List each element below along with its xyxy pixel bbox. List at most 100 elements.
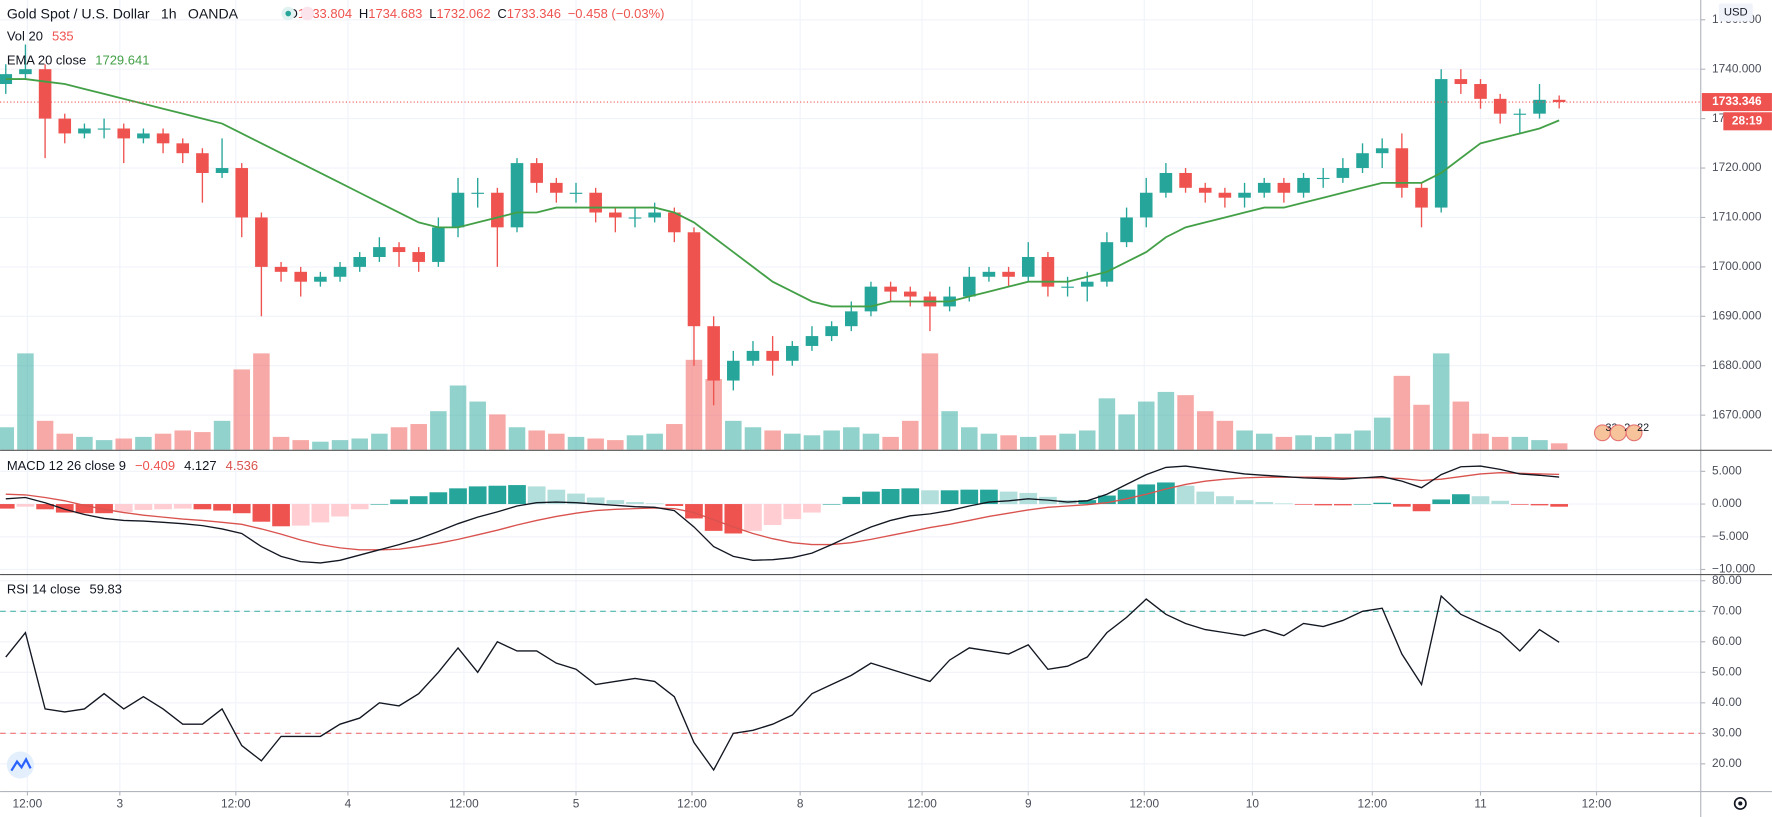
candle-body (1395, 148, 1409, 188)
candle-body (825, 326, 838, 337)
volume-bar (921, 353, 939, 450)
event-icon[interactable] (1625, 424, 1643, 442)
volume-bar (587, 438, 604, 450)
candle-body (727, 360, 740, 381)
volume-bar (1550, 443, 1568, 450)
candle-body (1021, 256, 1035, 277)
macd-histogram-bar (1412, 504, 1431, 512)
candle-body (97, 128, 111, 130)
volume-bar (371, 433, 388, 450)
volume-bar (941, 411, 958, 450)
macd-histogram-bar (429, 492, 448, 505)
macd-histogram-bar (1157, 482, 1175, 505)
candle-body (432, 227, 445, 262)
x-tick-label: 12:00 (1129, 797, 1159, 811)
volume-bar (1236, 430, 1253, 450)
x-tick-label: 12:00 (907, 797, 937, 811)
ema-line (5, 78, 1560, 308)
candle-body (1297, 177, 1310, 193)
candle-body (589, 192, 602, 213)
volume-bar (744, 427, 762, 450)
volume-bar (1295, 435, 1312, 450)
macd-histogram-bar (55, 504, 74, 513)
volume-bar (1314, 436, 1332, 450)
y-tick-label: 1670.000 (1712, 407, 1762, 421)
tradingview-logo[interactable] (6, 751, 34, 779)
candle-body (491, 192, 504, 228)
volume-bar (115, 438, 133, 450)
macd-histogram-bar (586, 497, 605, 505)
volume-bar (213, 420, 231, 450)
volume-bar (528, 430, 545, 450)
macd-histogram-bar (803, 504, 821, 513)
volume-bar (1393, 375, 1411, 450)
event-count[interactable]: 22 (1637, 422, 1649, 434)
y-tick-label: 40.00 (1712, 695, 1742, 709)
candle-body (1061, 286, 1074, 288)
volume-bar (1531, 440, 1548, 450)
volume-bar (823, 430, 840, 450)
volume-bar (1078, 430, 1096, 450)
macd-hist-value: −0.409 (135, 458, 175, 473)
macd-histogram-bar (114, 504, 133, 512)
price-label-bg (1701, 93, 1772, 112)
gear-icon[interactable] (1733, 796, 1747, 810)
volume-bar (567, 436, 585, 450)
candle-body (1356, 153, 1369, 169)
volume-bar (469, 401, 486, 450)
macd-histogram-bar (547, 489, 566, 505)
volume-bar (253, 353, 270, 450)
candle-body (1179, 172, 1192, 188)
y-tick-label: 30.00 (1712, 725, 1742, 739)
source: OANDA (188, 5, 239, 21)
macd-histogram-bar (665, 504, 684, 507)
macd-histogram-bar (1432, 499, 1451, 505)
candle-body (1002, 271, 1015, 277)
candle-body (1159, 172, 1173, 193)
candle-body (746, 350, 760, 361)
candle-body (156, 133, 170, 144)
macd-histogram-bar (527, 486, 546, 505)
y-tick-label: 5.000 (1712, 463, 1742, 477)
y-tick-label: 1690.000 (1712, 308, 1762, 322)
macd-histogram-bar (1510, 504, 1529, 505)
macd-histogram-bar (1216, 496, 1234, 505)
volume-bar (1039, 435, 1057, 450)
volume-bar (882, 436, 899, 450)
logo-icon[interactable] (10, 756, 32, 772)
ema-value: 1729.641 (95, 52, 149, 67)
gear-center[interactable] (1738, 801, 1743, 806)
candle-body (1041, 256, 1055, 287)
low-value: 1732.062 (436, 6, 490, 21)
candle-body (884, 286, 897, 292)
macd-histogram-bar (1550, 504, 1569, 507)
candle-body (510, 163, 524, 228)
volume-bar (17, 353, 34, 450)
volume-bar (1452, 401, 1470, 450)
volume-bar (1216, 420, 1234, 450)
x-tick-label: 12:00 (1358, 797, 1388, 811)
macd-histogram-bar (960, 489, 979, 505)
ohlc-label: H (359, 6, 368, 21)
macd-histogram-bar (36, 504, 54, 510)
settings-button[interactable] (1733, 796, 1747, 810)
volume-bar (390, 427, 408, 450)
volume-bar (489, 414, 506, 450)
currency: USD (1724, 6, 1748, 18)
ema-legend: EMA 20 close (7, 52, 86, 67)
volume-bar (764, 430, 781, 450)
currency-bg (1718, 3, 1753, 22)
candle-body (609, 212, 622, 218)
volume-bar (1491, 436, 1509, 450)
candle-body (196, 153, 209, 173)
candle-body (38, 69, 52, 119)
status-wave (300, 6, 315, 21)
macd-histogram-bar (1294, 504, 1313, 505)
volume-bar (1432, 353, 1450, 450)
candle-body (78, 128, 91, 134)
candle-body (1316, 177, 1330, 180)
macd-histogram-bar (901, 488, 920, 505)
change: −0.458 (−0.03%) (568, 6, 665, 21)
marks: 33222 (0, 44, 1701, 772)
